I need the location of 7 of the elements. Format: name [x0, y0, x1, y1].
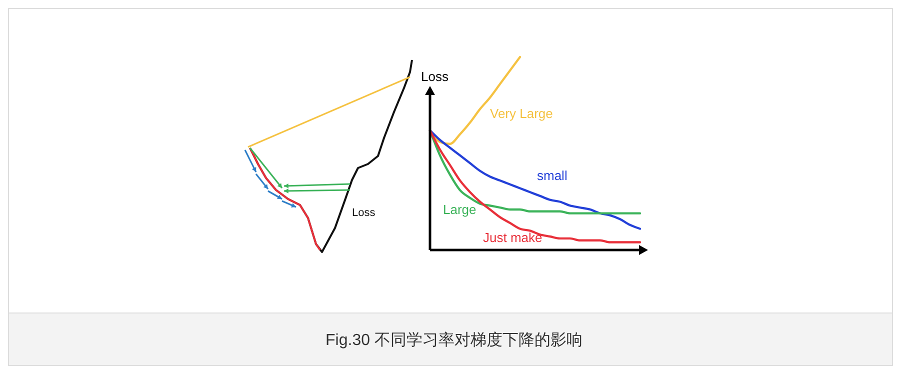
series-label: Just make	[483, 230, 542, 245]
series-label: Very Large	[490, 106, 553, 121]
series-label: small	[537, 168, 568, 183]
series-label: Large	[443, 202, 476, 217]
text: Loss	[352, 207, 376, 219]
y-axis-title: Loss	[421, 69, 449, 84]
text: Fig.30 不同学习率对梯度下降的影响	[326, 331, 582, 349]
